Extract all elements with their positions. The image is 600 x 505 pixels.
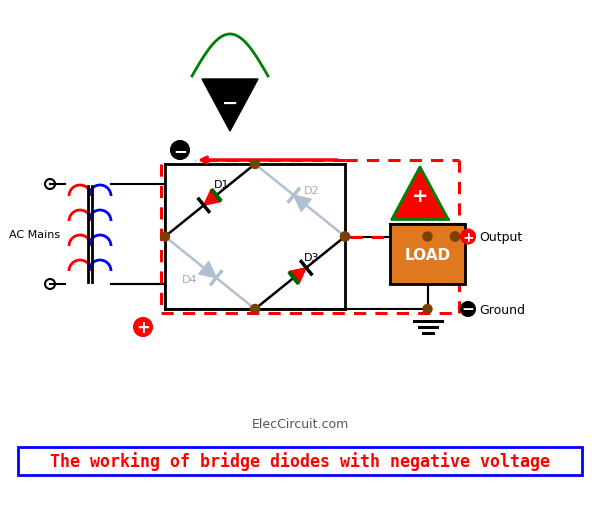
Polygon shape: [202, 80, 258, 132]
Text: D4: D4: [182, 274, 197, 284]
Polygon shape: [289, 268, 306, 284]
Circle shape: [341, 232, 350, 241]
Circle shape: [461, 230, 475, 244]
Circle shape: [134, 318, 152, 336]
Bar: [390, 225, 465, 284]
Text: D2: D2: [304, 186, 320, 196]
Circle shape: [251, 160, 260, 169]
Circle shape: [341, 232, 350, 241]
Text: +: +: [412, 187, 428, 206]
Circle shape: [451, 232, 460, 241]
Circle shape: [423, 305, 432, 314]
Text: The working of bridge diodes with negative voltage: The working of bridge diodes with negati…: [50, 451, 550, 471]
Text: Ground: Ground: [479, 303, 525, 316]
Circle shape: [451, 232, 460, 241]
Circle shape: [461, 302, 475, 316]
Polygon shape: [204, 189, 221, 206]
Polygon shape: [294, 196, 311, 212]
Text: −: −: [173, 142, 187, 160]
Text: +: +: [136, 318, 150, 336]
Circle shape: [423, 232, 432, 241]
Circle shape: [171, 142, 189, 160]
Text: LOAD: LOAD: [404, 247, 451, 262]
Circle shape: [251, 305, 260, 314]
Text: D3: D3: [304, 252, 320, 262]
Polygon shape: [392, 168, 448, 220]
Circle shape: [161, 232, 170, 241]
Text: +: +: [462, 230, 474, 244]
Bar: [18, 447, 582, 475]
Text: D1: D1: [214, 180, 230, 190]
Text: −: −: [461, 302, 475, 317]
Text: −: −: [222, 94, 238, 113]
Text: ElecCircuit.com: ElecCircuit.com: [251, 418, 349, 431]
Text: Output: Output: [479, 231, 522, 243]
Text: AC Mains: AC Mains: [10, 230, 61, 239]
Polygon shape: [199, 262, 216, 278]
